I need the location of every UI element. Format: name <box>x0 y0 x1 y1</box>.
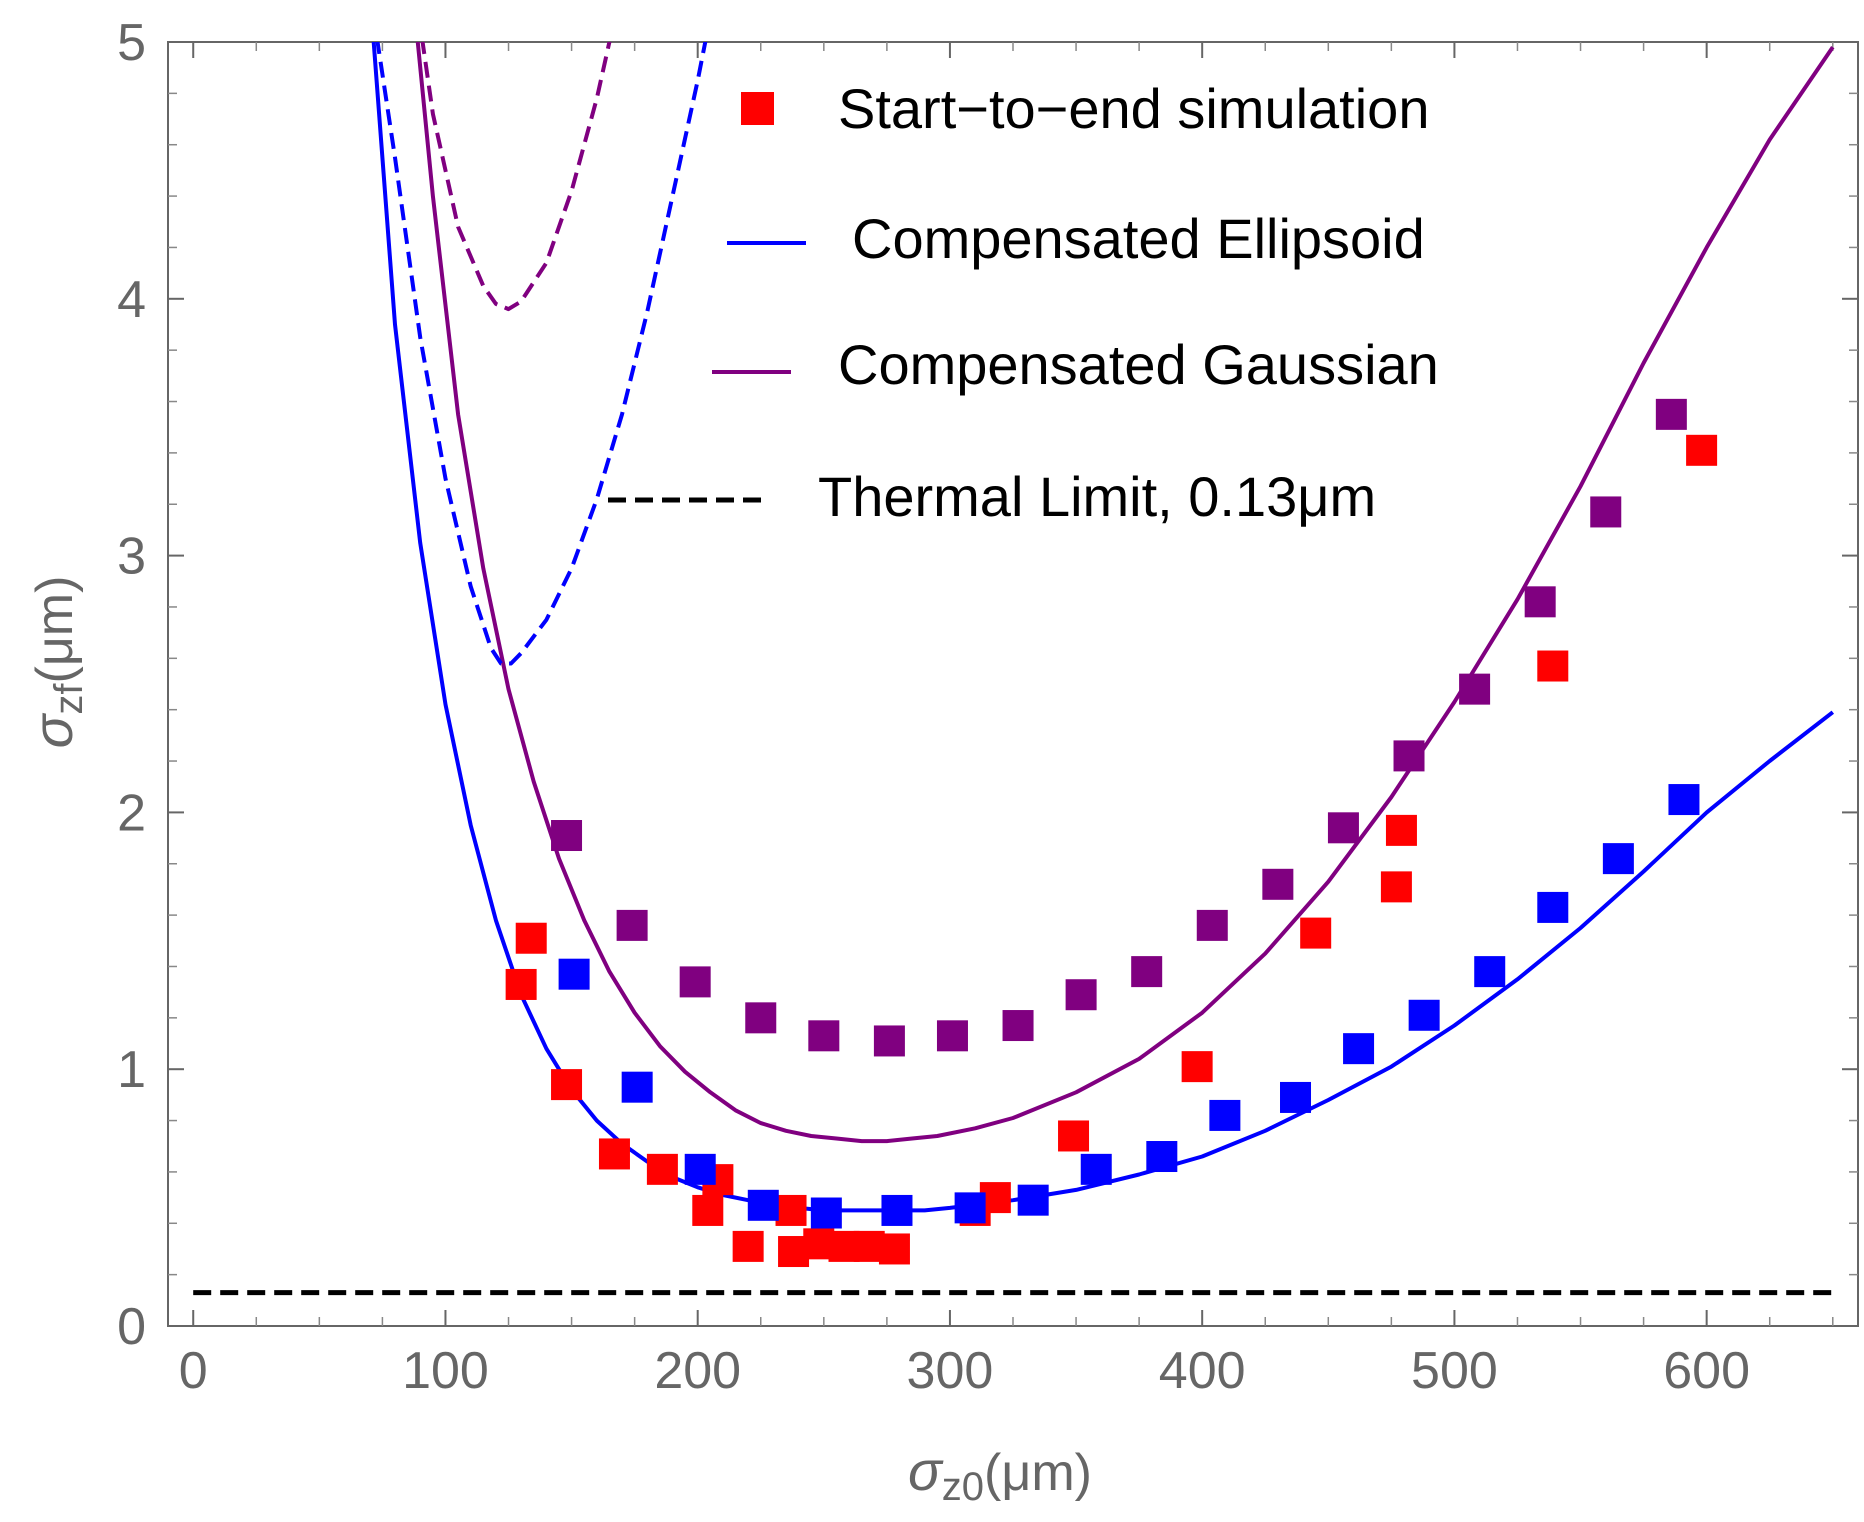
data-point <box>551 820 583 852</box>
data-point <box>1002 1010 1034 1042</box>
data-point <box>1146 1141 1178 1173</box>
x-axis-unit: (μm) <box>984 1444 1092 1502</box>
data-point <box>878 1233 910 1265</box>
data-point <box>1602 843 1634 875</box>
data-point <box>747 1189 779 1221</box>
data-point <box>505 968 537 1000</box>
x-axis-label: σz0(μm) <box>908 1439 1092 1509</box>
data-point <box>1524 586 1556 618</box>
data-point <box>1017 1184 1049 1216</box>
x-tick-label: 400 <box>1159 1342 1246 1400</box>
data-point <box>881 1194 913 1226</box>
series-markers <box>505 398 1718 1268</box>
y-tick-label: 5 <box>117 14 146 72</box>
data-point <box>1686 434 1718 466</box>
data-point <box>1385 814 1417 846</box>
data-point <box>1080 1153 1112 1185</box>
data-point <box>598 1138 630 1170</box>
y-axis-unit: (μm) <box>26 576 84 684</box>
data-point <box>810 1197 842 1229</box>
data-point <box>1181 1051 1213 1083</box>
x-axis-subscript: z0 <box>942 1465 984 1509</box>
data-point <box>646 1153 678 1185</box>
data-point <box>616 909 648 941</box>
data-point <box>1131 956 1163 988</box>
y-tick-label: 3 <box>117 528 146 586</box>
data-point <box>1327 812 1359 844</box>
data-point <box>808 1020 840 1052</box>
data-point <box>679 966 711 998</box>
data-point <box>1065 979 1097 1011</box>
x-tick-label: 500 <box>1411 1342 1498 1400</box>
legend: Start−to−end simulation Compensated Elli… <box>608 77 1439 528</box>
x-tick-label: 200 <box>654 1342 741 1400</box>
data-point <box>1380 871 1412 903</box>
legend-marker-simulation <box>741 92 774 125</box>
legend-label-ellipsoid: Compensated Ellipsoid <box>852 207 1425 270</box>
y-axis-symbol: σ <box>21 712 84 748</box>
data-point <box>1655 398 1687 430</box>
data-point <box>873 1025 905 1057</box>
data-point <box>551 1069 583 1101</box>
y-axis-label: σzf(μm) <box>21 576 91 749</box>
data-point <box>1393 740 1425 772</box>
data-point <box>954 1192 986 1224</box>
series-lines <box>193 42 1835 1296</box>
legend-label-simulation: Start−to−end simulation <box>838 77 1429 140</box>
x-tick-label: 100 <box>402 1342 489 1400</box>
data-point <box>1590 496 1622 528</box>
y-tick-label: 4 <box>117 271 146 329</box>
data-point <box>692 1194 724 1226</box>
data-point <box>1262 868 1294 900</box>
data-point <box>936 1020 968 1052</box>
data-point <box>775 1194 807 1226</box>
x-axis-symbol: σ <box>908 1439 944 1502</box>
y-axis-subscript: zf <box>47 683 91 715</box>
y-tick-label: 0 <box>117 1298 146 1356</box>
data-point <box>1343 1033 1375 1065</box>
x-tick-label: 600 <box>1663 1342 1750 1400</box>
data-point <box>1474 956 1506 988</box>
data-point <box>1668 784 1700 816</box>
x-tick-label: 300 <box>907 1342 994 1400</box>
x-tick-label: 0 <box>179 1342 208 1400</box>
data-point <box>732 1230 764 1262</box>
series-line <box>420 42 612 312</box>
data-point <box>1280 1081 1312 1113</box>
series-line <box>371 42 1835 1213</box>
data-point <box>515 922 547 954</box>
data-point <box>1058 1120 1090 1152</box>
axis-ticks: 0 100 200 300 400 500 600 0 1 2 3 4 5 <box>117 14 1858 1400</box>
y-tick-label: 2 <box>117 784 146 842</box>
data-point <box>745 1002 777 1034</box>
data-point <box>1408 999 1440 1031</box>
data-point <box>1537 891 1569 923</box>
series-line <box>375 42 708 666</box>
legend-label-thermal-limit: Thermal Limit, 0.13μm <box>818 465 1376 528</box>
legend-label-gaussian: Compensated Gaussian <box>838 333 1439 396</box>
data-point <box>684 1153 716 1185</box>
series-line <box>415 42 1835 1144</box>
data-point <box>1300 917 1332 949</box>
data-point <box>1209 1099 1241 1131</box>
data-point <box>1459 673 1491 705</box>
y-tick-label: 1 <box>117 1041 146 1099</box>
data-point <box>1196 909 1228 941</box>
data-point <box>621 1071 653 1103</box>
data-point <box>558 958 590 990</box>
data-point <box>1537 650 1569 682</box>
